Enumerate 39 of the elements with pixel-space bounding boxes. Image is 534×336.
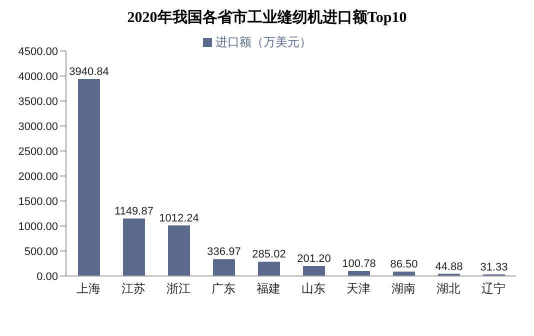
- y-tick-label: 2000.00: [18, 170, 58, 183]
- bar: [168, 225, 190, 276]
- data-label: 1149.87: [114, 206, 154, 218]
- y-tick-label: 3000.00: [18, 120, 58, 133]
- bar: [303, 266, 325, 276]
- data-label: 3940.84: [69, 66, 109, 78]
- y-tick-label: 1500.00: [18, 196, 58, 208]
- data-label: 44.88: [435, 260, 463, 273]
- data-label: 336.97: [207, 246, 241, 258]
- x-tick-label: 广东: [212, 282, 236, 296]
- data-label: 31.33: [480, 261, 508, 274]
- bar: [123, 218, 145, 276]
- data-label: 86.50: [390, 258, 418, 271]
- x-tick-label: 湖南: [392, 282, 416, 296]
- bar: [213, 259, 235, 276]
- y-tick-label: 4500.00: [18, 46, 58, 58]
- y-tick-label: 3500.00: [18, 96, 58, 108]
- x-tick-label: 浙江: [166, 282, 190, 296]
- data-label: 100.78: [342, 258, 376, 270]
- x-tick-label: 福建: [256, 282, 280, 296]
- data-label: 201.20: [297, 252, 331, 265]
- y-tick-label: 2500.00: [18, 146, 58, 158]
- y-tick-label: 4000.00: [18, 70, 58, 83]
- y-tick-label: 500.00: [24, 246, 58, 258]
- x-tick-label: 上海: [76, 282, 100, 296]
- x-tick-label: 江苏: [122, 282, 146, 296]
- y-tick-label: 0.00: [36, 270, 58, 283]
- data-label: 1012.24: [159, 212, 199, 224]
- bar: [258, 262, 280, 276]
- x-tick-label: 山东: [302, 282, 326, 296]
- chart-title: 2020年我国各省市工业缝纫机进口额Top10: [126, 8, 408, 28]
- bar: [78, 78, 100, 276]
- x-tick-label: 辽宁: [482, 282, 506, 296]
- y-tick-label: 1000.00: [18, 220, 58, 233]
- x-tick-label: 天津: [346, 282, 370, 296]
- data-label: 285.02: [252, 248, 286, 261]
- bar: [393, 272, 415, 276]
- legend-label: 进口额（万美元）: [216, 35, 312, 49]
- x-tick-label: 湖北: [436, 282, 460, 296]
